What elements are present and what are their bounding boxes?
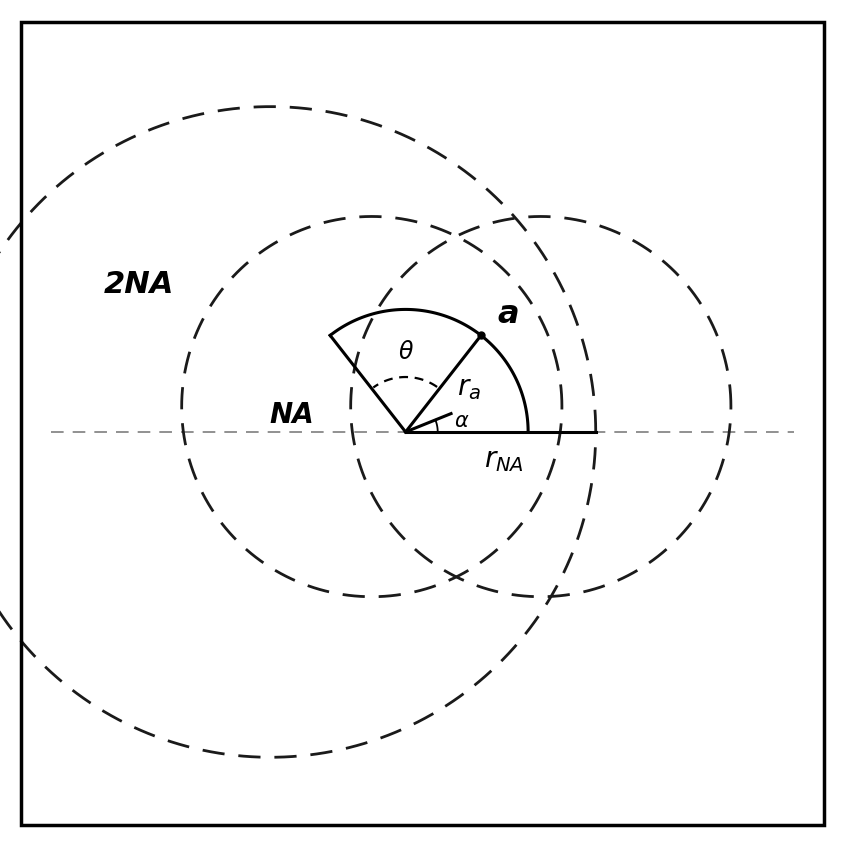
Text: NA: NA [269,401,313,429]
Text: $\theta$: $\theta$ [398,340,413,363]
Text: $r_{NA}$: $r_{NA}$ [484,446,524,473]
Text: $r_a$: $r_a$ [457,374,481,401]
Text: $\alpha$: $\alpha$ [454,411,469,431]
Text: a: a [496,299,518,329]
Text: 2NA: 2NA [104,269,175,299]
